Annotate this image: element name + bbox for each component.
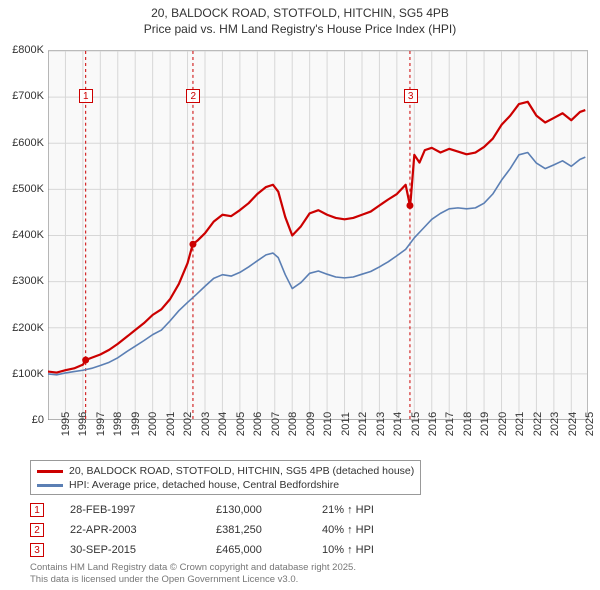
y-tick-label: £100K [12, 368, 44, 380]
title-line-2: Price paid vs. HM Land Registry's House … [0, 22, 600, 38]
credit-line-2: This data is licensed under the Open Gov… [30, 574, 356, 586]
event-row: 1 28-FEB-1997 £130,000 21% ↑ HPI [30, 500, 374, 520]
event-marker-box: 2 [30, 523, 44, 537]
legend-label: HPI: Average price, detached house, Cent… [69, 478, 339, 492]
event-price: £381,250 [216, 524, 296, 536]
event-price: £465,000 [216, 544, 296, 556]
y-tick-label: £200K [12, 322, 44, 334]
event-table: 1 28-FEB-1997 £130,000 21% ↑ HPI 2 22-AP… [30, 500, 374, 560]
event-row: 2 22-APR-2003 £381,250 40% ↑ HPI [30, 520, 374, 540]
event-date: 22-APR-2003 [70, 524, 190, 536]
event-date: 30-SEP-2015 [70, 544, 190, 556]
credit-text: Contains HM Land Registry data © Crown c… [30, 562, 356, 586]
legend-item: 20, BALDOCK ROAD, STOTFOLD, HITCHIN, SG5… [37, 464, 414, 478]
legend-swatch [37, 470, 63, 473]
event-marker-flag: 2 [186, 89, 200, 103]
y-tick-label: £600K [12, 137, 44, 149]
event-row: 3 30-SEP-2015 £465,000 10% ↑ HPI [30, 540, 374, 560]
y-tick-label: £0 [32, 414, 44, 426]
chart-title: 20, BALDOCK ROAD, STOTFOLD, HITCHIN, SG5… [0, 0, 600, 37]
legend-swatch [37, 484, 63, 487]
y-tick-label: £800K [12, 44, 44, 56]
event-price: £130,000 [216, 504, 296, 516]
y-tick-label: £400K [12, 229, 44, 241]
chart-svg [48, 51, 587, 420]
event-marker-box: 3 [30, 543, 44, 557]
y-tick-label: £300K [12, 275, 44, 287]
event-marker-flag: 1 [79, 89, 93, 103]
chart-legend: 20, BALDOCK ROAD, STOTFOLD, HITCHIN, SG5… [30, 460, 421, 495]
event-pct: 10% ↑ HPI [322, 544, 374, 556]
title-line-1: 20, BALDOCK ROAD, STOTFOLD, HITCHIN, SG5… [0, 6, 600, 22]
legend-label: 20, BALDOCK ROAD, STOTFOLD, HITCHIN, SG5… [69, 464, 414, 478]
chart-plot-area [48, 50, 588, 420]
legend-item: HPI: Average price, detached house, Cent… [37, 478, 414, 492]
event-pct: 21% ↑ HPI [322, 504, 374, 516]
event-marker-box: 1 [30, 503, 44, 517]
y-tick-label: £700K [12, 90, 44, 102]
x-tick-label: 2025 [572, 412, 596, 436]
credit-line-1: Contains HM Land Registry data © Crown c… [30, 562, 356, 574]
y-tick-label: £500K [12, 183, 44, 195]
x-axis-labels: 1995199619971998199920002001200220032004… [48, 420, 588, 460]
event-marker-flag: 3 [404, 89, 418, 103]
event-pct: 40% ↑ HPI [322, 524, 374, 536]
event-date: 28-FEB-1997 [70, 504, 190, 516]
y-axis-labels: £0£100K£200K£300K£400K£500K£600K£700K£80… [0, 50, 46, 420]
